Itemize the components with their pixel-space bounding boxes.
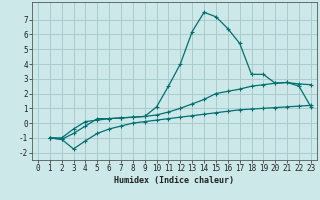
X-axis label: Humidex (Indice chaleur): Humidex (Indice chaleur) — [115, 176, 234, 185]
